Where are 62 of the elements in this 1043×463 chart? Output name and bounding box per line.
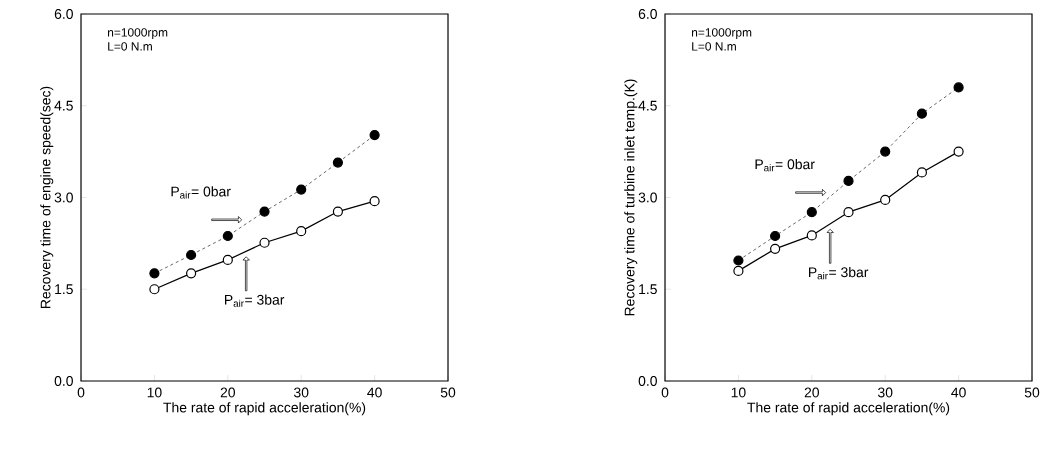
y-tick-label: 1.5: [55, 284, 73, 295]
series-label: P$_{air}$= 3bar: [809, 266, 869, 280]
point: [296, 226, 307, 237]
point: [953, 146, 964, 157]
annotation: L=0 N.m: [692, 42, 736, 51]
x-tick-label: 50: [1024, 387, 1040, 398]
x-tick-label: 20: [220, 387, 236, 398]
point: [770, 230, 781, 242]
annotation: n=1000rpm: [692, 28, 752, 40]
x-tick-label: 50: [440, 387, 456, 398]
x-tick-label: 30: [293, 387, 309, 398]
point: [880, 146, 891, 157]
x-tick-label: 40: [951, 387, 966, 398]
y-axis-title: Recovery time of turbine inlet temp.(K): [624, 79, 638, 316]
point: [369, 130, 380, 141]
y-tick-label: 0.0: [54, 376, 73, 386]
point: [733, 265, 744, 276]
x-tick-label: 0: [661, 387, 669, 398]
text: P$_{air}$= 0bar: [755, 159, 815, 172]
y-tick-label: 1.5: [639, 284, 657, 295]
point: [369, 196, 380, 207]
text: P$_{air}$= 0bar: [171, 186, 231, 199]
y-tick-label: 0.0: [638, 376, 657, 386]
point: [953, 82, 964, 93]
text: P$_{air}$= 3bar: [225, 294, 285, 307]
point: [770, 243, 781, 254]
point: [916, 167, 928, 178]
point: [222, 254, 233, 265]
point: [332, 157, 344, 168]
point: [186, 268, 197, 279]
x-axis-title: The rate of rapid acceleration(%): [163, 402, 366, 416]
point: [880, 194, 891, 206]
point: [259, 237, 270, 248]
point: [733, 255, 744, 266]
point: [149, 268, 160, 279]
point: [916, 108, 928, 119]
point: [843, 175, 854, 187]
y-tick-label: 3.0: [54, 192, 73, 203]
point: [149, 284, 160, 295]
y-tick-label: 6.0: [54, 9, 73, 19]
x-tick-label: 10: [147, 387, 162, 398]
annotation: n=1000rpm: [108, 28, 168, 40]
point: [259, 206, 270, 217]
point: [806, 207, 817, 218]
y-tick-label: 6.0: [638, 9, 657, 19]
y-axis-title: Recovery time of engine speed(sec): [40, 86, 54, 308]
point: [222, 230, 233, 242]
point: [296, 184, 307, 195]
y-tick-label: 4.5: [54, 100, 73, 111]
x-tick-label: 40: [367, 387, 382, 398]
annotation: L=0 N.m: [108, 42, 152, 51]
point: [186, 249, 197, 261]
y-tick-label: 4.5: [638, 100, 657, 111]
point: [332, 206, 344, 217]
point: [843, 207, 854, 218]
x-tick-label: 20: [804, 387, 820, 398]
x-tick-label: 30: [877, 387, 893, 398]
x-tick-label: 10: [731, 387, 746, 398]
x-axis-title: The rate of rapid acceleration(%): [747, 402, 950, 416]
x-tick-label: 0: [77, 387, 85, 398]
point: [806, 230, 817, 241]
y-tick-label: 3.0: [638, 192, 657, 203]
